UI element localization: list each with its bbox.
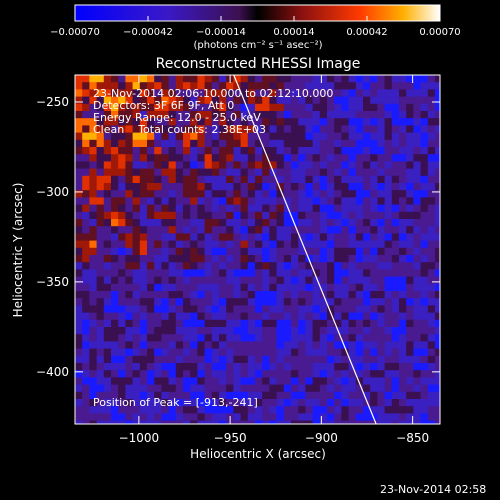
solar-limb-line xyxy=(233,75,377,424)
x-tick-label: −900 xyxy=(305,431,338,445)
colorbar-tick-label: 0.00014 xyxy=(273,27,314,38)
colorbar-units-label: (photons cm⁻² s⁻¹ asec⁻²) xyxy=(193,40,322,51)
colorbar-tick-label: −0.00014 xyxy=(196,27,246,38)
colorbar xyxy=(74,4,441,22)
clean-counts-text: Clean Total counts: 2.38E+03 xyxy=(93,123,267,136)
heatmap-image xyxy=(75,75,440,424)
y-tick-label: −250 xyxy=(36,95,69,109)
y-axis-label: Heliocentric Y (arcsec) xyxy=(11,183,25,318)
peak-position-text: Position of Peak = [-913,-241] xyxy=(93,396,258,409)
colorbar-tick-label: 0.00042 xyxy=(346,27,387,38)
y-tick-label: −300 xyxy=(36,185,69,199)
colorbar-tick-label: −0.00042 xyxy=(123,27,173,38)
x-tick-label: −950 xyxy=(214,431,247,445)
timestamp: 23-Nov-2014 02:58 xyxy=(380,483,487,496)
plot-frame xyxy=(74,74,441,425)
x-tick-label: −1000 xyxy=(119,431,160,445)
energy-range-text: Energy Range: 12.0 - 25.0 keV xyxy=(93,111,261,124)
chart-title: Reconstructed RHESSI Image xyxy=(156,56,361,72)
x-tick-label: −850 xyxy=(396,431,429,445)
y-tick-label: −400 xyxy=(36,365,69,379)
detectors-text: Detectors: 3F 6F 9F, Att 0 xyxy=(93,99,235,112)
colorbar-tick-label: −0.00070 xyxy=(50,27,100,38)
time-range-text: 23-Nov-2014 02:06:10.000 to 02:12:10.000 xyxy=(93,87,334,100)
colorbar-tick-label: 0.00070 xyxy=(419,27,460,38)
x-axis-label: Heliocentric X (arcsec) xyxy=(190,447,326,461)
y-tick-label: −350 xyxy=(36,275,69,289)
